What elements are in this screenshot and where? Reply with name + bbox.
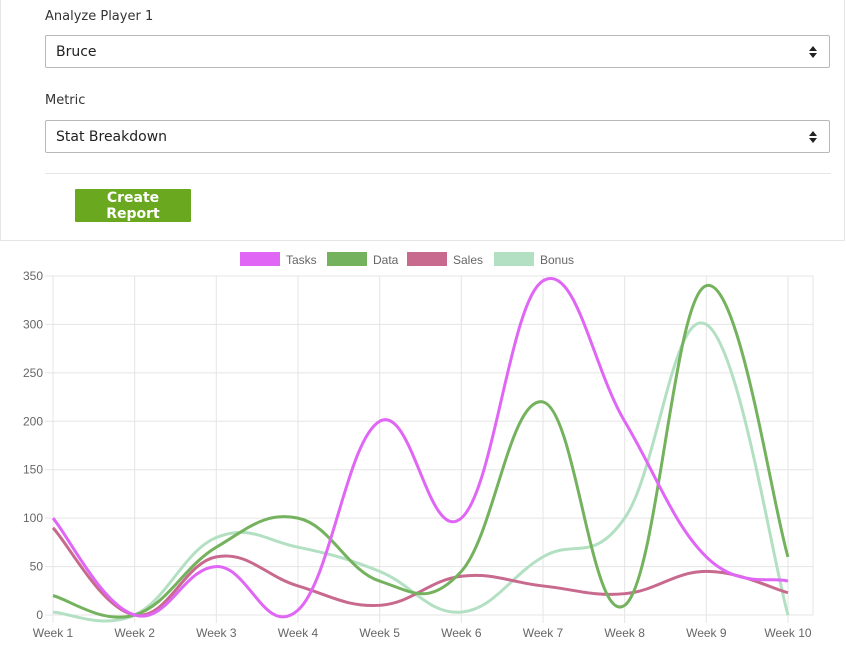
x-tick-label: Week 8 (604, 626, 645, 640)
x-tick-label: Week 6 (441, 626, 482, 640)
player-select[interactable]: Bruce (45, 35, 830, 68)
form-divider (45, 173, 831, 174)
metric-select[interactable]: Stat Breakdown (45, 120, 830, 153)
y-axis: 0 50 100 150 200 250 300 350 (23, 269, 43, 622)
x-tick-label: Week 9 (686, 626, 727, 640)
x-tick-label: Week 5 (359, 626, 400, 640)
series-line-bonus (52, 321, 790, 623)
y-tick-label: 100 (23, 511, 43, 525)
chart-legend: Tasks Data Sales Bonus (240, 252, 574, 267)
series-line-tasks (51, 277, 789, 619)
metric-select-label: Metric (45, 93, 86, 108)
legend-swatch (494, 252, 534, 266)
legend-item-sales[interactable]: Sales (407, 252, 483, 267)
metric-select-value: Stat Breakdown (56, 128, 168, 145)
legend-swatch (407, 252, 447, 266)
legend-item-data[interactable]: Data (327, 252, 399, 267)
y-tick-label: 350 (23, 269, 43, 283)
legend-swatch (240, 252, 280, 266)
x-tick-label: Week 10 (764, 626, 811, 640)
y-tick-label: 0 (36, 608, 43, 622)
x-tick-label: Week 7 (523, 626, 564, 640)
x-tick-label: Week 3 (196, 626, 237, 640)
select-caret-icon (809, 131, 817, 143)
series-line-sales (51, 526, 789, 617)
legend-label: Sales (453, 253, 483, 267)
report-form-panel: Analyze Player 1 Bruce Metric Stat Break… (0, 0, 845, 241)
line-chart: Tasks Data Sales Bonus 0 50 100 150 200 250 300 35… (23, 252, 814, 640)
x-axis: Week 1 Week 2 Week 3 Week 4 Week 5 Week 6 Week… (33, 626, 812, 640)
x-tick-label: Week 1 (33, 626, 74, 640)
series-line-data (52, 284, 790, 619)
legend-label: Tasks (286, 253, 317, 267)
player-select-label: Analyze Player 1 (45, 9, 154, 24)
x-tick-label: Week 2 (114, 626, 155, 640)
chart-series (51, 277, 790, 623)
y-tick-label: 200 (23, 414, 43, 428)
select-caret-icon (809, 46, 817, 58)
create-report-button[interactable]: Create Report (75, 189, 191, 222)
legend-label: Data (373, 253, 399, 267)
legend-swatch (327, 252, 367, 266)
legend-label: Bonus (540, 253, 574, 267)
y-tick-label: 300 (23, 317, 43, 331)
y-tick-label: 150 (23, 463, 43, 477)
player-select-value: Bruce (56, 43, 97, 60)
x-tick-label: Week 4 (278, 626, 319, 640)
legend-item-tasks[interactable]: Tasks (240, 252, 317, 267)
y-tick-label: 50 (30, 560, 44, 574)
legend-item-bonus[interactable]: Bonus (494, 252, 574, 267)
y-tick-label: 250 (23, 366, 43, 380)
chart-grid (45, 275, 814, 623)
